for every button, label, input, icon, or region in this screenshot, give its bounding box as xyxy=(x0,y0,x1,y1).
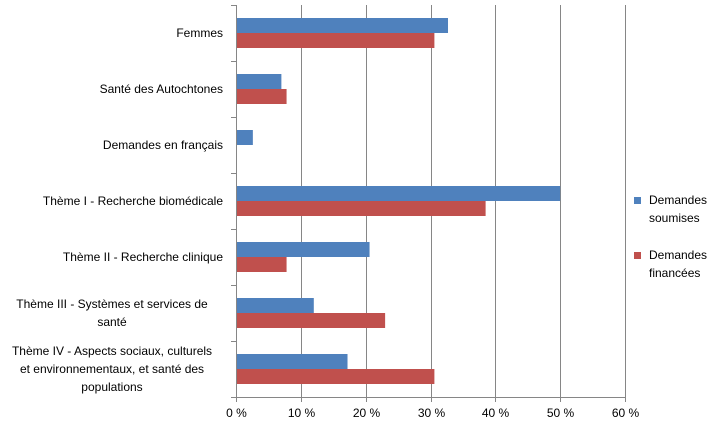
x-tick-label: 50 % xyxy=(547,406,575,420)
category-label: Demandes en français xyxy=(103,138,223,152)
bar-submitted xyxy=(236,18,449,33)
x-tick-label: 60 % xyxy=(612,406,640,420)
bar-funded xyxy=(236,33,435,48)
x-tick-label: 10 % xyxy=(288,406,316,420)
category-label: Santé des Autochtones xyxy=(100,82,223,96)
category-label: Thème III - Systèmes et services de santé xyxy=(16,297,208,329)
x-tick-labels: 0 % 10 % 20 % 30 % 40 % 50 % 60 % xyxy=(226,406,639,420)
legend-label: Demandes financées xyxy=(649,248,707,280)
category-label: Thème II - Recherche clinique xyxy=(63,250,223,264)
bar-submitted xyxy=(236,74,282,89)
bar-funded xyxy=(236,313,386,328)
x-tick-label: 0 % xyxy=(226,406,247,420)
bar-submitted xyxy=(236,186,561,201)
category-label: Thème I - Recherche biomédicale xyxy=(43,194,223,208)
bars xyxy=(236,18,561,384)
legend: Demandes soumises Demandes financées xyxy=(634,193,707,280)
category-labels: Femmes Santé des Autochtones Demandes en f… xyxy=(12,26,223,394)
legend-swatch xyxy=(634,197,641,204)
bar-submitted xyxy=(236,354,348,369)
bar-funded xyxy=(236,89,287,104)
x-tick-label: 20 % xyxy=(353,406,381,420)
bar-submitted xyxy=(236,242,370,257)
bar-funded xyxy=(236,369,435,384)
category-label: Femmes xyxy=(176,26,223,40)
bar-submitted xyxy=(236,130,253,145)
category-label: Thème IV - Aspects sociaux, culturels et … xyxy=(12,344,212,394)
bar-submitted xyxy=(236,298,314,313)
legend-label: Demandes soumises xyxy=(649,193,707,225)
x-tick-label: 30 % xyxy=(418,406,446,420)
legend-swatch xyxy=(634,252,641,259)
x-tick-label: 40 % xyxy=(482,406,510,420)
bar-funded xyxy=(236,257,287,272)
bar-funded xyxy=(236,201,486,216)
axes xyxy=(231,5,626,402)
